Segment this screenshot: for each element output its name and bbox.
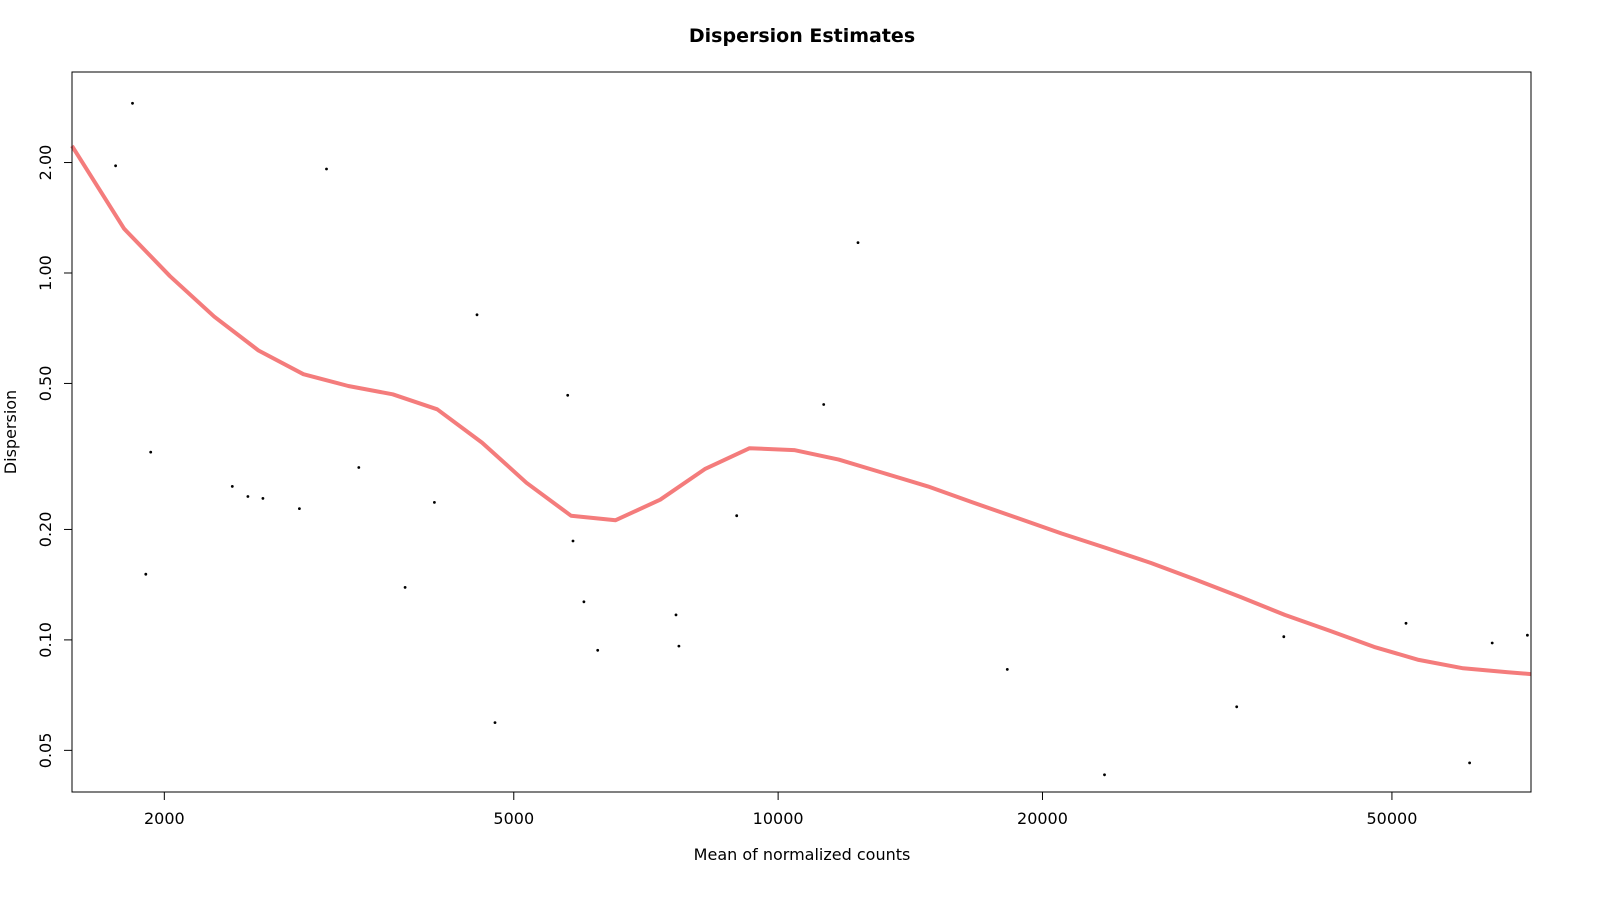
dispersion-point <box>1103 773 1106 777</box>
y-tick-label: 0.20 <box>36 512 55 548</box>
y-axis-label: Dispersion <box>1 390 20 474</box>
dispersion-point <box>144 572 148 576</box>
dispersion-point <box>298 507 301 510</box>
dispersion-point <box>582 600 586 604</box>
dispersion-point <box>1235 705 1239 709</box>
x-axis: 2000 5000 10000 20000 50000 <box>144 791 1417 828</box>
dispersion-point <box>822 403 826 406</box>
x-tick-label: 50000 <box>1366 809 1417 828</box>
dispersion-point <box>493 721 497 724</box>
x-tick-label: 20000 <box>1017 809 1068 828</box>
dispersion-point <box>856 241 860 245</box>
dispersion-point <box>735 514 739 518</box>
y-tick-label: 0.50 <box>36 366 55 402</box>
y-tick-label: 1.00 <box>36 255 55 291</box>
y-axis: 0.05 0.10 0.20 0.50 1.00 2.00 <box>36 145 73 769</box>
x-tick-label: 2000 <box>144 809 185 828</box>
dispersion-point <box>403 586 407 589</box>
x-tick-label: 10000 <box>753 809 804 828</box>
dispersion-point <box>325 167 328 171</box>
dispersion-point <box>114 164 117 168</box>
dispersion-point <box>261 497 265 500</box>
dispersion-point <box>1005 668 1009 671</box>
x-axis-label: Mean of normalized counts <box>694 845 911 864</box>
dispersion-point <box>230 485 234 488</box>
dispersion-point <box>475 313 479 317</box>
dispersion-point <box>1404 621 1408 625</box>
dispersion-point <box>566 393 570 397</box>
dispersion-point <box>1468 761 1471 765</box>
dispersion-point <box>571 539 575 543</box>
dispersion-point <box>1282 635 1286 639</box>
dispersion-point <box>677 644 681 648</box>
y-tick-label: 2.00 <box>36 145 55 181</box>
dispersion-point <box>596 648 600 652</box>
dispersion-point <box>131 101 134 105</box>
dispersion-point <box>674 613 678 617</box>
dispersion-point <box>1490 641 1494 645</box>
dispersion-point <box>357 466 361 469</box>
dispersion-point <box>149 450 153 454</box>
plot-area <box>70 101 1532 777</box>
plot-frame <box>71 71 1532 793</box>
fitted-trend-line <box>70 144 1532 677</box>
y-tick-label: 0.10 <box>36 622 55 658</box>
dispersion-point <box>1526 633 1529 637</box>
y-tick-label: 0.05 <box>36 733 55 769</box>
chart-title: Dispersion Estimates <box>689 25 915 47</box>
dispersion-point <box>246 495 250 498</box>
x-tick-label: 5000 <box>493 809 534 828</box>
dispersion-point <box>433 501 436 504</box>
